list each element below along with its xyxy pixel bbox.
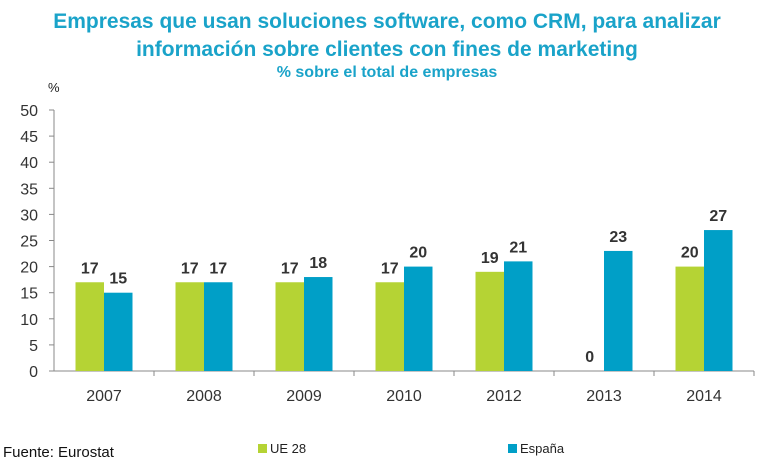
bar-ue28 <box>675 266 704 371</box>
y-tick-label: 5 <box>29 338 38 355</box>
bar-ue28 <box>475 271 504 371</box>
data-label: 17 <box>281 260 299 277</box>
bar-ue28 <box>275 282 304 371</box>
y-tick-label: 15 <box>20 286 38 303</box>
bar-espana <box>404 266 433 371</box>
y-tick-label: 20 <box>20 260 38 277</box>
bar-espana <box>704 230 733 371</box>
y-tick-label: 10 <box>20 312 38 329</box>
y-tick-label: 45 <box>20 129 38 146</box>
x-tick-label: 2008 <box>186 388 222 405</box>
data-label: 20 <box>681 245 699 262</box>
x-tick-label: 2009 <box>286 388 322 405</box>
y-tick-label: 0 <box>29 364 38 381</box>
y-tick-label: 35 <box>20 181 38 198</box>
x-tick-label: 2013 <box>586 388 622 405</box>
data-label: 23 <box>609 229 627 246</box>
data-label: 19 <box>481 250 499 267</box>
bar-espana <box>504 261 533 371</box>
data-label: 17 <box>181 260 199 277</box>
legend-item-espana: España <box>508 441 564 456</box>
data-label: 15 <box>109 271 127 288</box>
y-tick-label: 50 <box>20 103 38 120</box>
legend-label: España <box>520 441 565 456</box>
y-tick-label: 25 <box>20 234 38 251</box>
data-label: 18 <box>309 255 327 272</box>
data-label: 27 <box>709 208 727 225</box>
y-tick-label: 30 <box>20 207 38 224</box>
data-label: 21 <box>509 239 527 256</box>
data-label: 17 <box>209 260 227 277</box>
source-note: Fuente: Eurostat <box>3 444 114 461</box>
bar-ue28 <box>75 282 104 371</box>
bar-ue28 <box>175 282 204 371</box>
data-label: 17 <box>381 260 399 277</box>
legend-label: UE 28 <box>270 441 307 456</box>
bar-espana <box>104 292 133 371</box>
x-tick-label: 2007 <box>86 388 122 405</box>
data-label: 17 <box>81 260 99 277</box>
bar-ue28 <box>375 282 404 371</box>
legend-swatch <box>258 444 267 453</box>
legend-swatch <box>508 444 517 453</box>
bar-espana <box>304 277 333 371</box>
y-tick-label: 40 <box>20 155 38 172</box>
data-label: 20 <box>409 245 427 262</box>
bar-espana <box>204 282 233 371</box>
bar-espana <box>604 250 633 371</box>
data-label: 0 <box>585 349 594 366</box>
chart-title: Empresas que usan soluciones software, c… <box>53 10 721 61</box>
x-tick-label: 2010 <box>386 388 422 405</box>
chart-subtitle: % sobre el total de empresas <box>276 64 498 81</box>
x-tick-label: 2012 <box>486 388 522 405</box>
legend-item-ue28: UE 28 <box>258 441 306 456</box>
x-tick-label: 2014 <box>686 388 722 405</box>
y-axis-label: % <box>48 80 60 95</box>
